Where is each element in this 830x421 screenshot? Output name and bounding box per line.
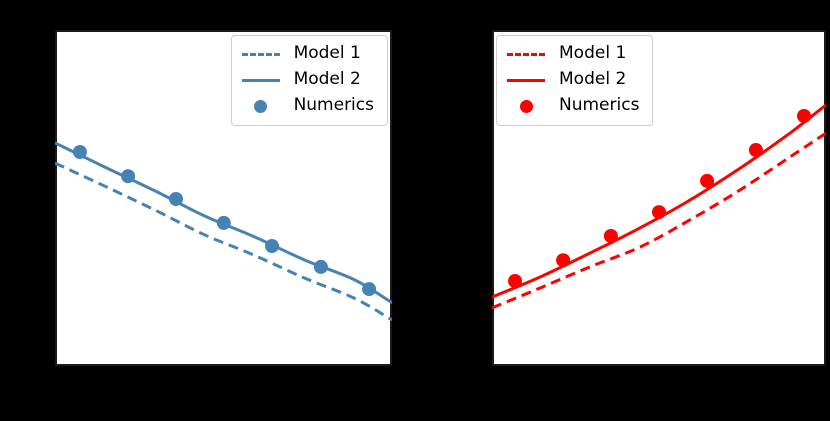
right-model1-line <box>492 131 826 310</box>
data-point-marker <box>169 192 183 206</box>
legend-entry-model1: Model 1 <box>241 43 374 66</box>
legend-label-model1: Model 1 <box>559 43 627 63</box>
left-model2-line <box>55 141 392 305</box>
data-point-marker <box>121 169 136 184</box>
left-plot-panel: Model 1 Model 2 Numerics <box>55 30 392 366</box>
legend-label-numerics: Numerics <box>293 95 374 115</box>
left-plot-legend: Model 1 Model 2 Numerics <box>230 35 388 126</box>
data-point-marker <box>265 239 279 253</box>
legend-entry-numerics: Numerics <box>242 95 374 118</box>
legend-label-numerics: Numerics <box>559 95 640 115</box>
data-point-marker <box>508 274 522 288</box>
left-model1-line <box>55 161 392 322</box>
data-point-marker <box>313 259 328 274</box>
data-point-marker <box>72 145 87 159</box>
data-point-marker <box>603 229 618 243</box>
legend-entry-model2: Model 2 <box>241 69 374 92</box>
right-plot-legend: Model 1 Model 2 Numerics <box>496 35 654 126</box>
legend-entry-model2: Model 2 <box>507 69 639 92</box>
legend-label-model2: Model 2 <box>293 69 361 89</box>
legend-label-model2: Model 2 <box>559 69 627 89</box>
data-point-marker <box>216 215 231 230</box>
legend-entry-numerics: Numerics <box>507 95 639 118</box>
legend-entry-model1: Model 1 <box>507 43 639 66</box>
marker-dot-sample <box>507 100 545 113</box>
dashed-line-sample <box>241 53 280 56</box>
right-numerics-points <box>508 109 811 288</box>
dashed-line-sample <box>507 53 545 56</box>
right-plot-panel: Model 1 Model 2 Numerics <box>492 30 826 366</box>
solid-line-sample <box>507 79 545 82</box>
legend-label-model1: Model 1 <box>293 43 361 63</box>
marker-dot-sample <box>242 100 280 113</box>
solid-line-sample <box>241 79 280 82</box>
left-numerics-points <box>72 145 377 297</box>
data-point-marker <box>748 143 763 157</box>
data-point-marker <box>700 173 715 188</box>
data-point-marker <box>556 253 571 268</box>
data-point-marker <box>652 205 666 220</box>
data-point-marker <box>362 282 377 297</box>
data-point-marker <box>797 109 811 123</box>
